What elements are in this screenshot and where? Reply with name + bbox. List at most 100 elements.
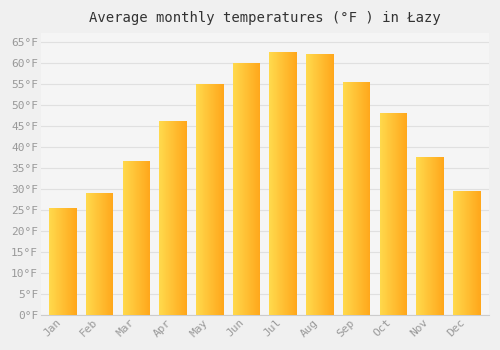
Bar [457, 191, 458, 315]
Bar [86, 193, 87, 315]
Bar [58, 208, 59, 315]
Bar [477, 191, 478, 315]
Bar [251, 63, 252, 315]
Bar [122, 161, 123, 315]
Bar [67, 208, 68, 315]
Bar [383, 113, 384, 315]
Bar [306, 54, 307, 315]
Bar [161, 121, 162, 315]
Bar [140, 161, 141, 315]
Bar [110, 193, 111, 315]
Bar [107, 193, 108, 315]
Bar [139, 161, 140, 315]
Bar [71, 208, 72, 315]
Bar [168, 121, 169, 315]
Bar [65, 208, 66, 315]
Bar [248, 63, 250, 315]
Bar [272, 52, 273, 315]
Bar [243, 63, 244, 315]
Bar [286, 52, 287, 315]
Bar [388, 113, 389, 315]
Bar [356, 82, 357, 315]
Bar [443, 157, 444, 315]
Bar [391, 113, 392, 315]
Bar [199, 84, 200, 315]
Bar [51, 208, 52, 315]
Bar [273, 52, 274, 315]
Bar [364, 82, 365, 315]
Bar [148, 161, 149, 315]
Bar [236, 63, 237, 315]
Bar [438, 157, 439, 315]
Title: Average monthly temperatures (°F ) in Łazy: Average monthly temperatures (°F ) in Ła… [89, 11, 441, 25]
Bar [359, 82, 360, 315]
Bar [406, 113, 407, 315]
Bar [184, 121, 185, 315]
Bar [253, 63, 254, 315]
Bar [461, 191, 462, 315]
Bar [324, 54, 325, 315]
Bar [109, 193, 110, 315]
Bar [326, 54, 327, 315]
Bar [106, 193, 107, 315]
Bar [368, 82, 369, 315]
Bar [240, 63, 241, 315]
Bar [255, 63, 256, 315]
Bar [162, 121, 163, 315]
Bar [390, 113, 391, 315]
Bar [430, 157, 431, 315]
Bar [365, 82, 366, 315]
Bar [332, 54, 333, 315]
Bar [366, 82, 367, 315]
Bar [291, 52, 292, 315]
Bar [425, 157, 426, 315]
Bar [142, 161, 143, 315]
Bar [55, 208, 56, 315]
Bar [289, 52, 290, 315]
Bar [242, 63, 243, 315]
Bar [277, 52, 278, 315]
Bar [124, 161, 125, 315]
Bar [333, 54, 334, 315]
Bar [283, 52, 284, 315]
Bar [198, 84, 199, 315]
Bar [254, 63, 255, 315]
Bar [204, 84, 205, 315]
Bar [463, 191, 464, 315]
Bar [88, 193, 89, 315]
Bar [89, 193, 90, 315]
Bar [458, 191, 459, 315]
Bar [456, 191, 457, 315]
Bar [296, 52, 297, 315]
Bar [432, 157, 433, 315]
Bar [136, 161, 137, 315]
Bar [178, 121, 179, 315]
Bar [73, 208, 74, 315]
Bar [424, 157, 425, 315]
Bar [347, 82, 348, 315]
Bar [218, 84, 219, 315]
Bar [213, 84, 214, 315]
Bar [344, 82, 345, 315]
Bar [94, 193, 95, 315]
Bar [419, 157, 420, 315]
Bar [93, 193, 94, 315]
Bar [426, 157, 427, 315]
Bar [216, 84, 217, 315]
Bar [389, 113, 390, 315]
Bar [200, 84, 201, 315]
Bar [138, 161, 139, 315]
Bar [431, 157, 432, 315]
Bar [361, 82, 362, 315]
Bar [259, 63, 260, 315]
Bar [163, 121, 164, 315]
Bar [353, 82, 354, 315]
Bar [434, 157, 435, 315]
Bar [69, 208, 70, 315]
Bar [384, 113, 385, 315]
Bar [423, 157, 424, 315]
Bar [56, 208, 57, 315]
Bar [309, 54, 310, 315]
Bar [182, 121, 183, 315]
Bar [141, 161, 142, 315]
